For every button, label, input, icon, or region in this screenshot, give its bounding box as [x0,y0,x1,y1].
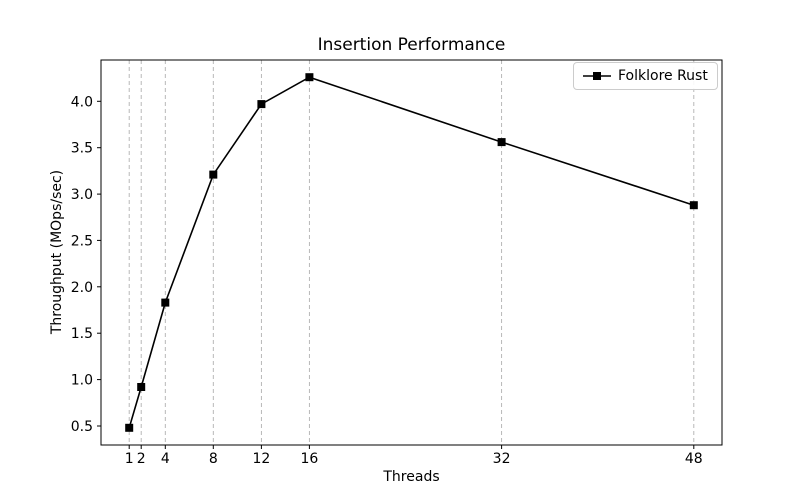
y-tick-label: 4.0 [71,94,93,110]
data-point-marker [497,138,506,147]
chart-title: Insertion Performance [317,35,506,55]
legend-line-marker-icon [583,72,611,80]
legend: Folklore Rust [573,62,718,90]
plot-border [100,59,723,446]
data-line [128,76,695,429]
x-tick-label: 4 [161,451,170,467]
data-point-marker [161,298,170,307]
x-tick-label: 32 [493,451,511,467]
data-point-marker [257,100,266,109]
x-axis-label: Threads [383,469,440,485]
x-tick-label: 8 [209,451,218,467]
x-tick-label: 12 [252,451,270,467]
x-tick-label: 48 [685,451,703,467]
x-tick-label: 16 [300,451,318,467]
y-tick-label: 1.0 [71,373,93,389]
x-tick-label: 1 [125,451,134,467]
y-tick-label: 1.5 [71,326,93,342]
data-point-marker [137,383,146,391]
x-tick-label: 2 [137,451,146,467]
data-point-marker [209,170,218,179]
y-tick-label: 0.5 [71,419,93,435]
legend-series-label: Folklore Rust [618,68,708,84]
y-axis-label: Throughput (MOps/sec) [49,169,65,335]
y-tick-label: 2.5 [71,233,93,249]
y-tick-label: 3.5 [71,141,93,157]
data-point-marker [305,73,314,82]
y-tick-label: 3.0 [71,187,93,203]
data-point-marker [125,423,134,432]
y-tick-label: 2.0 [71,280,93,296]
data-point-marker [689,201,698,210]
